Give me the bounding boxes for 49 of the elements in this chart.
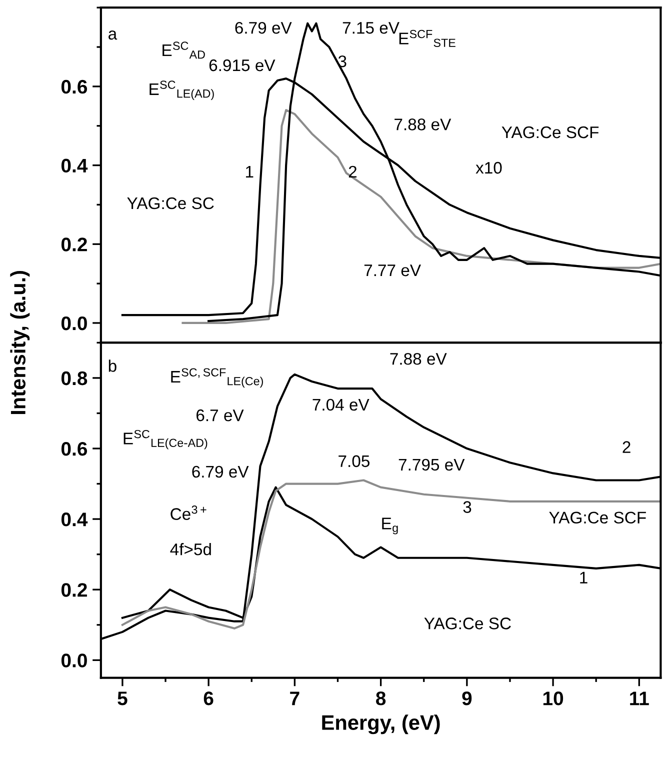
annotation: 6.79 eV bbox=[192, 466, 249, 478]
y-tick-label: 0.2 bbox=[61, 238, 87, 252]
annotation: 2 bbox=[348, 166, 357, 178]
y-tick-label: 0.4 bbox=[61, 512, 88, 526]
annotation: 1 bbox=[580, 572, 588, 584]
annotation: Ce$^{3+}$ bbox=[170, 506, 206, 520]
annotation: E$^{SC}$$_{AD}$ bbox=[162, 42, 205, 59]
annotation: YAG:Ce SC bbox=[424, 618, 511, 630]
annotation: E$^{SC}$$_{LE(Ce-AD)}$ bbox=[124, 430, 208, 450]
x-tick-label: 9 bbox=[462, 691, 472, 706]
annotation: E$^{SC,SCF}$$_{LE(Ce)}$ bbox=[171, 368, 263, 388]
x-axis-title: Energy, (eV) bbox=[322, 714, 440, 734]
annotation: 7.795 eV bbox=[398, 458, 465, 471]
y-tick-label: 0.4 bbox=[61, 158, 88, 173]
annotation: 4f>5d bbox=[170, 543, 211, 556]
annotation: 7.88 eV bbox=[394, 118, 452, 130]
annotation: 6.915 eV bbox=[209, 59, 276, 72]
x-tick-label: 7 bbox=[290, 692, 300, 706]
annotation: YAG:Ce SCF bbox=[502, 126, 599, 138]
annotation: x10 bbox=[476, 162, 502, 174]
annotation: E$^{SC}$$_{LE(AD)}$ bbox=[150, 80, 214, 100]
annotation: 1 bbox=[246, 166, 254, 178]
y-tick-label: 0.8 bbox=[61, 371, 88, 386]
annotation: 2 bbox=[622, 441, 630, 453]
annotation: a bbox=[108, 30, 118, 40]
annotation: b bbox=[108, 360, 116, 372]
x-tick-label: 10 bbox=[543, 691, 564, 706]
annotation: 7.04 eV bbox=[312, 398, 370, 411]
annotation: 7.88 eV bbox=[390, 352, 447, 365]
annotation: YAG:Ce SCF bbox=[549, 512, 646, 524]
x-tick-label: 11 bbox=[630, 692, 649, 706]
y-tick-label: 0.0 bbox=[61, 654, 87, 668]
y-tick-label: 0.0 bbox=[61, 316, 87, 330]
y-tick-label: 0.6 bbox=[61, 442, 88, 456]
annotation: 7.77 eV bbox=[364, 264, 421, 276]
x-tick-label: 8 bbox=[376, 691, 386, 706]
x-tick-label: 6 bbox=[204, 691, 214, 706]
annotation: 6.79 eV bbox=[235, 22, 292, 34]
annotation: E$^{SCF}$$_{STE}$ bbox=[399, 30, 456, 47]
annotation: YAG:Ce SC bbox=[127, 197, 214, 210]
annotation: E$_{g}$ bbox=[382, 518, 398, 534]
annotation: 7.05 bbox=[338, 455, 370, 468]
y-axis-title: Intensity, (a.u.) bbox=[10, 270, 30, 414]
annotation: 3 bbox=[463, 501, 472, 513]
y-tick-label: 0.2 bbox=[61, 583, 87, 597]
annotation: 7.15 eV bbox=[342, 22, 400, 34]
x-tick-label: 5 bbox=[118, 692, 128, 706]
annotation: 6.7 eV bbox=[196, 409, 244, 422]
y-tick-label: 0.6 bbox=[61, 80, 88, 94]
